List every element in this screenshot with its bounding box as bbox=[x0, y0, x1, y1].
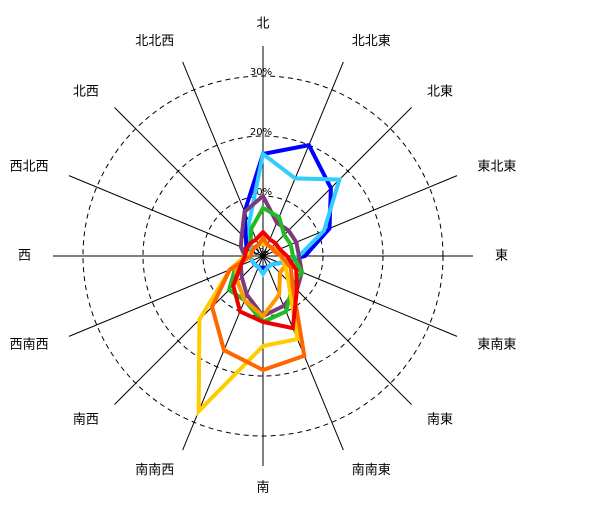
category-label: 南南西 bbox=[135, 462, 174, 478]
category-label: 南 bbox=[256, 480, 269, 496]
series-line bbox=[231, 229, 299, 331]
category-label: 北西 bbox=[73, 84, 99, 99]
category-label: 北北東 bbox=[352, 33, 391, 49]
r-tick-label: 20% bbox=[250, 127, 272, 138]
category-label: 南南東 bbox=[352, 462, 391, 478]
spoke bbox=[68, 175, 264, 257]
category-label: 北 bbox=[256, 17, 269, 32]
category-label: 西 bbox=[18, 249, 31, 264]
spoke bbox=[182, 255, 264, 451]
r-tick-label: 0% bbox=[253, 247, 269, 258]
category-label: 東南東 bbox=[477, 336, 516, 352]
spoke bbox=[114, 107, 264, 257]
category-label: 南東 bbox=[427, 412, 453, 428]
spoke bbox=[262, 255, 412, 405]
category-label: 西北西 bbox=[10, 160, 49, 175]
category-label: 西南西 bbox=[10, 336, 49, 352]
series-line bbox=[209, 234, 307, 373]
category-label: 東北東 bbox=[477, 159, 516, 175]
category-label: 南西 bbox=[73, 412, 99, 428]
category-label: 北東 bbox=[427, 83, 453, 99]
r-tick-label: 10% bbox=[250, 187, 272, 198]
category-label: 北北西 bbox=[135, 34, 174, 49]
category-label: 東 bbox=[495, 248, 508, 264]
r-tick-label: 30% bbox=[250, 67, 272, 78]
